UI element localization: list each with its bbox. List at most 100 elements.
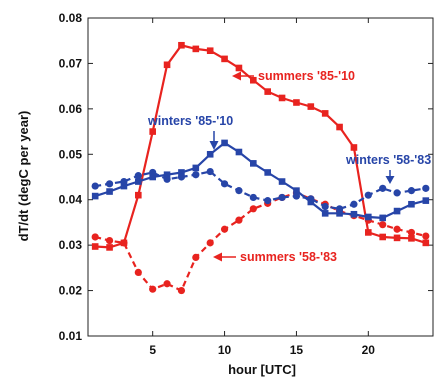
data-point [178, 41, 185, 49]
annotation-winters-85-10-label: winters '85-'10 [147, 114, 233, 128]
data-point [120, 239, 128, 247]
x-tick-label: 10 [218, 343, 232, 357]
data-point [379, 184, 387, 192]
data-point [221, 139, 228, 147]
data-point [293, 99, 300, 106]
data-point [393, 234, 401, 242]
annotation-winters-58-83: winters '58-'83 [345, 153, 431, 184]
data-point [250, 76, 257, 84]
data-point [408, 200, 415, 208]
series-layer [91, 41, 430, 295]
annotation-winters-85-10: winters '85-'10 [147, 114, 233, 150]
arrowhead-winters-85-10 [209, 141, 219, 150]
annotation-summers-58-83: summers '58-'83 [213, 250, 337, 264]
data-point [422, 184, 430, 192]
data-point [220, 180, 229, 188]
x-tick-label: 5 [149, 343, 156, 357]
y-tick-label: 0.07 [59, 56, 83, 70]
data-point [105, 237, 114, 245]
data-point [91, 192, 99, 200]
data-point [120, 182, 128, 190]
x-tick-label: 20 [362, 343, 376, 357]
data-point [408, 235, 415, 242]
data-point [350, 210, 358, 218]
y-tick-label: 0.03 [59, 238, 83, 252]
data-point [192, 45, 200, 53]
data-point [192, 253, 200, 262]
data-point [407, 228, 416, 237]
y-tick-label: 0.02 [59, 284, 83, 298]
data-point [235, 148, 243, 156]
data-point [206, 150, 214, 158]
plot-frame [87, 17, 434, 337]
y-tick-label: 0.01 [59, 329, 83, 343]
data-point [192, 164, 200, 172]
data-point [292, 192, 301, 200]
data-point [293, 187, 300, 194]
data-point [91, 233, 99, 241]
data-point [422, 197, 430, 204]
y-tick-label: 0.06 [59, 102, 83, 116]
y-tick-label: 0.08 [59, 11, 83, 25]
data-point [407, 187, 416, 195]
data-point [278, 178, 286, 185]
data-point [120, 177, 128, 186]
data-point [249, 205, 257, 213]
data-point [250, 160, 257, 167]
data-point [235, 187, 243, 195]
data-point [422, 232, 430, 240]
data-point [163, 280, 171, 288]
data-point [134, 268, 142, 276]
data-point [264, 169, 271, 176]
series-2 [91, 139, 430, 222]
data-point [249, 193, 257, 202]
y-tick-label: 0.04 [59, 193, 83, 207]
arrowhead-summers-58-83 [213, 252, 222, 262]
data-point [307, 195, 315, 203]
data-point [307, 103, 315, 110]
data-point [106, 188, 113, 195]
data-point [135, 191, 142, 199]
data-point [321, 210, 329, 217]
data-point [106, 244, 113, 251]
data-point [422, 239, 430, 247]
data-point [149, 168, 157, 177]
data-point [336, 210, 343, 217]
series-line [95, 170, 426, 210]
annotation-winters-58-83-label: winters '58-'83 [345, 153, 431, 167]
data-point [335, 205, 344, 213]
data-point [278, 193, 286, 202]
data-point [134, 172, 142, 180]
data-point [221, 55, 228, 63]
data-point [135, 178, 142, 185]
data-point [91, 182, 99, 190]
series-line [94, 191, 427, 293]
data-point [365, 213, 372, 221]
data-point [235, 216, 243, 224]
data-point [350, 200, 358, 208]
arrowhead-summers-85-10 [232, 71, 241, 81]
data-point [321, 110, 329, 117]
data-point [264, 88, 271, 95]
data-point [192, 171, 200, 179]
annotation-summers-85-10: summers '85-'10 [232, 69, 355, 83]
data-point [364, 191, 372, 199]
data-point [149, 173, 156, 181]
data-point [178, 169, 185, 176]
x-axis-label: hour [UTC] [228, 362, 296, 377]
data-point [235, 64, 243, 72]
data-point [379, 233, 386, 241]
data-point [379, 221, 387, 229]
data-point [393, 225, 401, 233]
data-point [264, 197, 272, 205]
data-point [393, 189, 401, 197]
data-point [163, 175, 171, 183]
data-point [149, 285, 157, 293]
data-point [206, 47, 214, 55]
y-tick-label: 0.05 [59, 147, 83, 161]
data-point [379, 214, 386, 222]
x-axis: 5 10 15 20 [149, 18, 375, 357]
data-point [91, 243, 99, 250]
annotation-summers-85-10-label: summers '85-'10 [258, 69, 355, 83]
